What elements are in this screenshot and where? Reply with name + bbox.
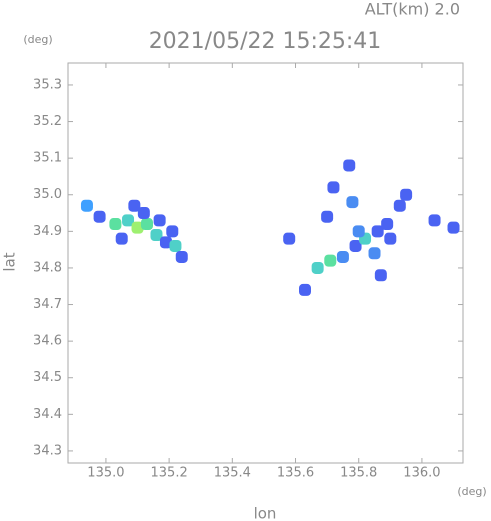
altitude-label: ALT(km) 2.0 xyxy=(365,0,460,19)
echo-cell xyxy=(368,247,381,260)
echo-cell xyxy=(141,218,153,231)
echo-cell xyxy=(109,218,122,231)
y-tick-label: 34.9 xyxy=(33,224,62,239)
echo-cell xyxy=(137,207,150,220)
echo-cell xyxy=(166,225,179,238)
echo-cell xyxy=(150,229,163,242)
echo-cell xyxy=(283,232,296,245)
echo-cell xyxy=(311,261,324,274)
echo-cell xyxy=(400,188,413,201)
y-tick-label: 35.3 xyxy=(33,77,62,92)
echo-cell xyxy=(80,199,93,212)
y-tick-label: 34.4 xyxy=(33,407,62,422)
echo-cell xyxy=(384,232,397,245)
chart-title: 2021/05/22 15:25:41 xyxy=(149,29,382,54)
echo-cell xyxy=(175,250,188,263)
echo-cell xyxy=(336,250,349,263)
echo-cell xyxy=(327,181,340,194)
echo-cell xyxy=(393,199,406,212)
x-tick-label: 135.2 xyxy=(151,466,188,481)
x-tick-label: 136.0 xyxy=(403,466,440,481)
echo-cell xyxy=(381,218,394,231)
x-tick-label: 135.0 xyxy=(87,466,124,481)
x-axis-label: lon xyxy=(254,505,277,521)
y-tick-label: 35.0 xyxy=(33,187,62,202)
echo-cell xyxy=(122,214,135,227)
echo-cell xyxy=(374,269,387,282)
echo-cell xyxy=(371,225,384,238)
plot-frame xyxy=(67,62,464,464)
echo-cell xyxy=(447,221,460,234)
echo-cell xyxy=(428,214,441,227)
echo-cell xyxy=(128,199,141,212)
echo-cell xyxy=(169,239,182,252)
echo-cell xyxy=(299,283,311,296)
y-tick-label: 35.2 xyxy=(33,114,62,129)
y-axis-label: lat xyxy=(1,252,19,271)
x-tick-label: 135.6 xyxy=(277,466,314,481)
echo-cell xyxy=(153,214,166,227)
echo-cell xyxy=(159,236,172,249)
echo-cell xyxy=(352,225,365,238)
x-tick-label: 135.4 xyxy=(214,466,251,481)
y-unit: (deg) xyxy=(23,33,52,46)
echo-cell xyxy=(115,232,128,245)
y-tick-label: 34.6 xyxy=(33,334,62,349)
echo-cell xyxy=(349,239,362,252)
x-unit: (deg) xyxy=(457,485,486,498)
echo-cell xyxy=(321,210,334,223)
echo-cell xyxy=(343,159,356,172)
y-tick-label: 34.5 xyxy=(33,370,62,385)
y-tick-label: 34.7 xyxy=(33,297,62,312)
echo-cell xyxy=(93,210,106,223)
echo-cell xyxy=(131,221,144,234)
echo-cell xyxy=(346,196,359,209)
y-tick-label: 34.8 xyxy=(33,260,62,275)
echo-cell xyxy=(324,254,337,267)
y-tick-label: 34.3 xyxy=(33,443,62,458)
y-tick-label: 35.1 xyxy=(33,151,62,166)
x-tick-label: 135.8 xyxy=(340,466,377,481)
